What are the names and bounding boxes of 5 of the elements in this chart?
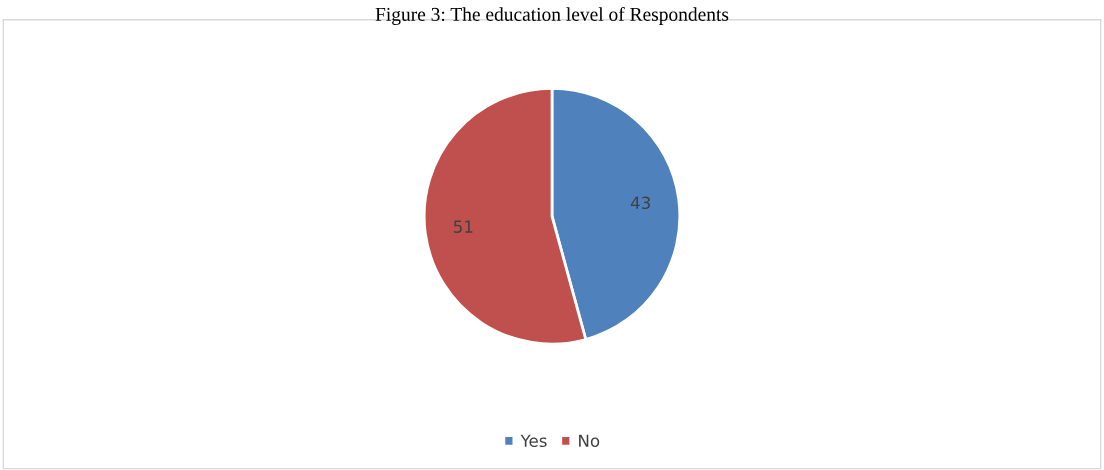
legend-label: Yes <box>520 434 547 448</box>
chart-title: Figure 3: The education level of Respondents <box>375 7 729 25</box>
legend-label: No <box>579 434 600 448</box>
data-label: 43 <box>630 196 650 210</box>
data-label: 51 <box>453 220 473 233</box>
